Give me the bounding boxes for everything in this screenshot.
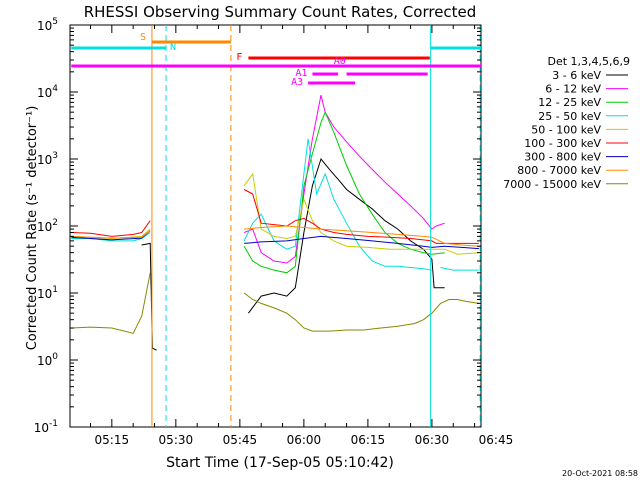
series-layer bbox=[71, 94, 479, 351]
legend-entry-label: 800 - 7000 keV bbox=[517, 164, 601, 177]
legend-entry-label: 7000 - 15000 keV bbox=[503, 178, 601, 191]
annotation-label: N bbox=[170, 42, 176, 53]
y-tick-label: 105 bbox=[37, 17, 58, 33]
chart-title: RHESSI Observing Summary Count Rates, Co… bbox=[84, 3, 477, 21]
x-tick-label: 06:45 bbox=[479, 433, 514, 447]
annotation-label: A1 bbox=[295, 68, 307, 79]
x-tick-label: 05:45 bbox=[223, 433, 258, 447]
series-line bbox=[71, 272, 479, 334]
x-tick-label: 05:15 bbox=[95, 433, 130, 447]
y-tick-label: 101 bbox=[37, 285, 58, 301]
y-tick-label: 100 bbox=[37, 352, 58, 368]
x-axis-label: Start Time (17-Sep-05 05:10:42) bbox=[166, 455, 394, 471]
legend-entry-label: 100 - 300 keV bbox=[524, 137, 601, 150]
legend-entry-label: 50 - 100 keV bbox=[531, 123, 601, 136]
legend-entry-label: 12 - 25 keV bbox=[538, 96, 601, 109]
annotation-label: F bbox=[236, 52, 242, 63]
series-line bbox=[71, 225, 479, 247]
series-line bbox=[71, 189, 479, 244]
series-line bbox=[71, 138, 479, 271]
legend-entry-label: 6 - 12 keV bbox=[545, 83, 601, 96]
x-axis-ticks: 05:15 05:30 05:45 06:00 06:15 06:30 06:45 bbox=[89, 25, 514, 447]
annotation-label: S bbox=[140, 32, 146, 43]
legend-entry-label: 25 - 50 keV bbox=[538, 110, 601, 123]
y-axis-label: Corrected Count Rate (s⁻¹ detector⁻¹) bbox=[25, 106, 40, 351]
y-axis-ticks: 10-1 100 101 102 103 104 105 bbox=[34, 17, 481, 435]
legend-entry-label: 300 - 800 keV bbox=[524, 151, 601, 164]
x-tick-label: 06:15 bbox=[351, 433, 386, 447]
y-tick-label: 102 bbox=[37, 218, 58, 234]
y-tick-label: 10-1 bbox=[34, 419, 58, 435]
annotation-label: A0 bbox=[334, 56, 346, 67]
series-line bbox=[141, 157, 445, 351]
y-tick-label: 104 bbox=[37, 84, 58, 100]
y-tick-label: 103 bbox=[37, 151, 58, 167]
plot-frame bbox=[69, 24, 482, 428]
series-line bbox=[243, 94, 445, 264]
footer-timestamp: 20-Oct-2021 08:58 bbox=[562, 469, 638, 478]
legend-entry-label: 3 - 6 keV bbox=[552, 69, 601, 82]
legend-title: Det 1,3,4,5,6,9 bbox=[547, 55, 630, 68]
x-tick-label: 05:30 bbox=[159, 433, 194, 447]
x-tick-label: 06:00 bbox=[287, 433, 322, 447]
x-tick-label: 06:30 bbox=[415, 433, 450, 447]
series-line bbox=[243, 110, 445, 274]
annotation-label: A3 bbox=[291, 77, 303, 88]
